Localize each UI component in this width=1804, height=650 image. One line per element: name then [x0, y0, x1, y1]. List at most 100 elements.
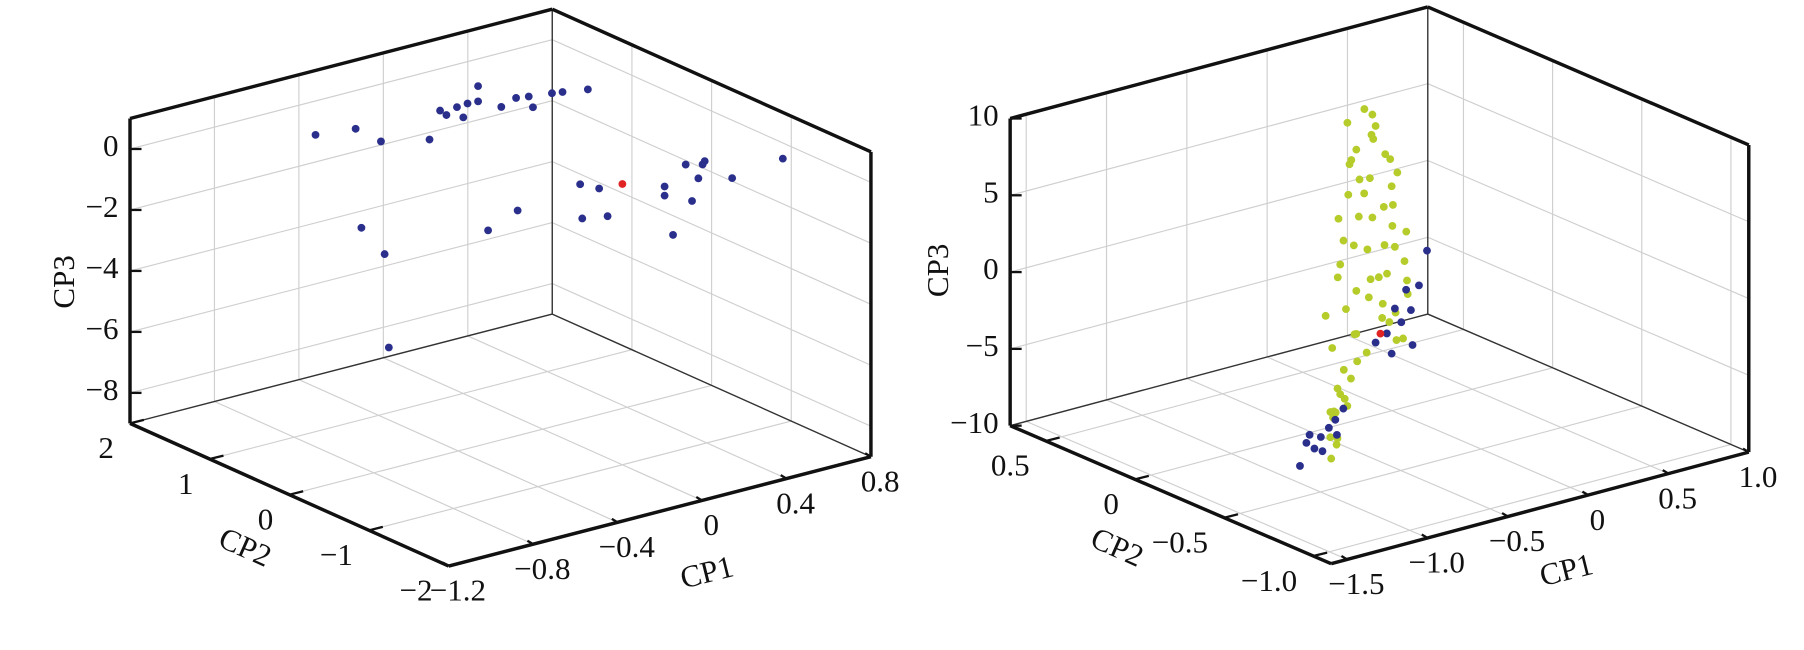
data-point [1333, 273, 1342, 282]
z-tick-label: −2 [85, 189, 118, 224]
tick-mark [1045, 436, 1060, 443]
data-point [1326, 433, 1335, 442]
data-point [1387, 349, 1396, 358]
panel: −8 −6 −4 −2 0 −2 −1 0 1 2 −1.2 −0.8 −0.4 0 0.4 0.8 CP3 CP… [46, 7, 900, 608]
grid-line [1025, 420, 1348, 560]
data-point [1374, 273, 1383, 282]
data-point [578, 214, 587, 223]
data-point [548, 89, 556, 98]
data-point [1296, 462, 1304, 470]
data-point [728, 174, 737, 183]
data-point [1328, 344, 1337, 352]
data-point [1382, 329, 1391, 338]
x-tick-label: −0.5 [1489, 523, 1545, 558]
data-point [778, 154, 787, 163]
data-point [1347, 156, 1356, 164]
data-point [463, 99, 472, 108]
data-point [1339, 365, 1348, 374]
data-point [1380, 241, 1389, 249]
data-point [1363, 245, 1372, 254]
data-point [1352, 145, 1361, 154]
z-tick-label: 10 [968, 98, 999, 133]
data-point [1365, 174, 1374, 183]
grid-line [368, 420, 792, 531]
data-point [459, 113, 468, 122]
data-point [1326, 408, 1335, 416]
data-point [1310, 444, 1319, 453]
data-point [1344, 190, 1353, 199]
data-point [1400, 257, 1409, 266]
data-point [1366, 275, 1375, 284]
data-point [583, 85, 592, 94]
grid-line [129, 100, 553, 211]
data-point [618, 180, 627, 188]
data-point [357, 223, 366, 232]
data-point [1360, 105, 1369, 113]
y-tick-label: 2 [98, 430, 114, 465]
box-edge [1009, 313, 1428, 427]
data-point [453, 103, 461, 112]
grid-line [1186, 377, 1509, 518]
data-point [497, 103, 506, 111]
box-edge [551, 313, 872, 458]
data-point [700, 157, 709, 166]
grid-line [1427, 159, 1750, 300]
grid-line [1313, 443, 1732, 557]
data-point [1302, 438, 1311, 447]
data-point [1371, 122, 1380, 130]
data-point [1339, 236, 1348, 245]
grid-line [1427, 236, 1750, 376]
grid-line [552, 222, 872, 366]
data-point [603, 212, 612, 221]
data-point [1379, 203, 1388, 211]
grid-line [1266, 356, 1589, 496]
data-point [1339, 404, 1348, 413]
data-point [380, 250, 389, 258]
data-point [1364, 293, 1373, 302]
x-tick-label: 0.5 [1658, 480, 1697, 515]
data-point [595, 184, 604, 193]
data-point [1324, 423, 1333, 432]
grid-line [129, 222, 553, 333]
box-edge [129, 313, 553, 425]
data-point [1327, 454, 1336, 463]
tick-mark [526, 539, 534, 546]
data-point [484, 226, 492, 235]
data-point [1331, 415, 1340, 424]
grid-line [1134, 367, 1553, 480]
z-tick-label: −6 [85, 311, 118, 346]
data-point [1368, 213, 1377, 222]
grid-line [552, 283, 872, 427]
grid-line [552, 39, 872, 183]
data-point [681, 160, 690, 169]
tick-mark [1134, 474, 1150, 481]
data-point [1355, 175, 1364, 184]
data-point [1316, 433, 1325, 441]
y-tick-label: −0.5 [1152, 524, 1208, 559]
data-point [1387, 182, 1396, 191]
data-point [1321, 311, 1330, 320]
z-tick-label: −4 [85, 250, 119, 285]
tick-mark [289, 490, 304, 496]
data-point [694, 174, 703, 183]
panel: −10 −5 0 5 10 −1.0 −0.5 0 0.5 −1.5 −1.0 −0.5 0 0.5 1.0… [920, 5, 1778, 601]
data-point [474, 97, 482, 106]
x-tick-label: −0.8 [514, 551, 570, 586]
y-tick-label: 0 [258, 501, 274, 536]
x-tick-label: 1.0 [1739, 459, 1778, 494]
data-point [1392, 336, 1401, 344]
tick-mark [442, 561, 450, 568]
data-point [1340, 394, 1349, 403]
tick-mark [1581, 490, 1589, 497]
x-tick-label: 0 [703, 507, 719, 542]
y-tick-label: 0.5 [991, 448, 1030, 483]
data-point [669, 230, 677, 239]
data-point [1347, 374, 1355, 383]
tick-mark [1223, 513, 1239, 519]
tick-mark [864, 452, 872, 458]
data-point [1342, 305, 1350, 314]
box-edge [1330, 450, 1750, 566]
data-point [1350, 330, 1359, 339]
data-point [1393, 168, 1402, 177]
tick-mark [448, 561, 463, 568]
